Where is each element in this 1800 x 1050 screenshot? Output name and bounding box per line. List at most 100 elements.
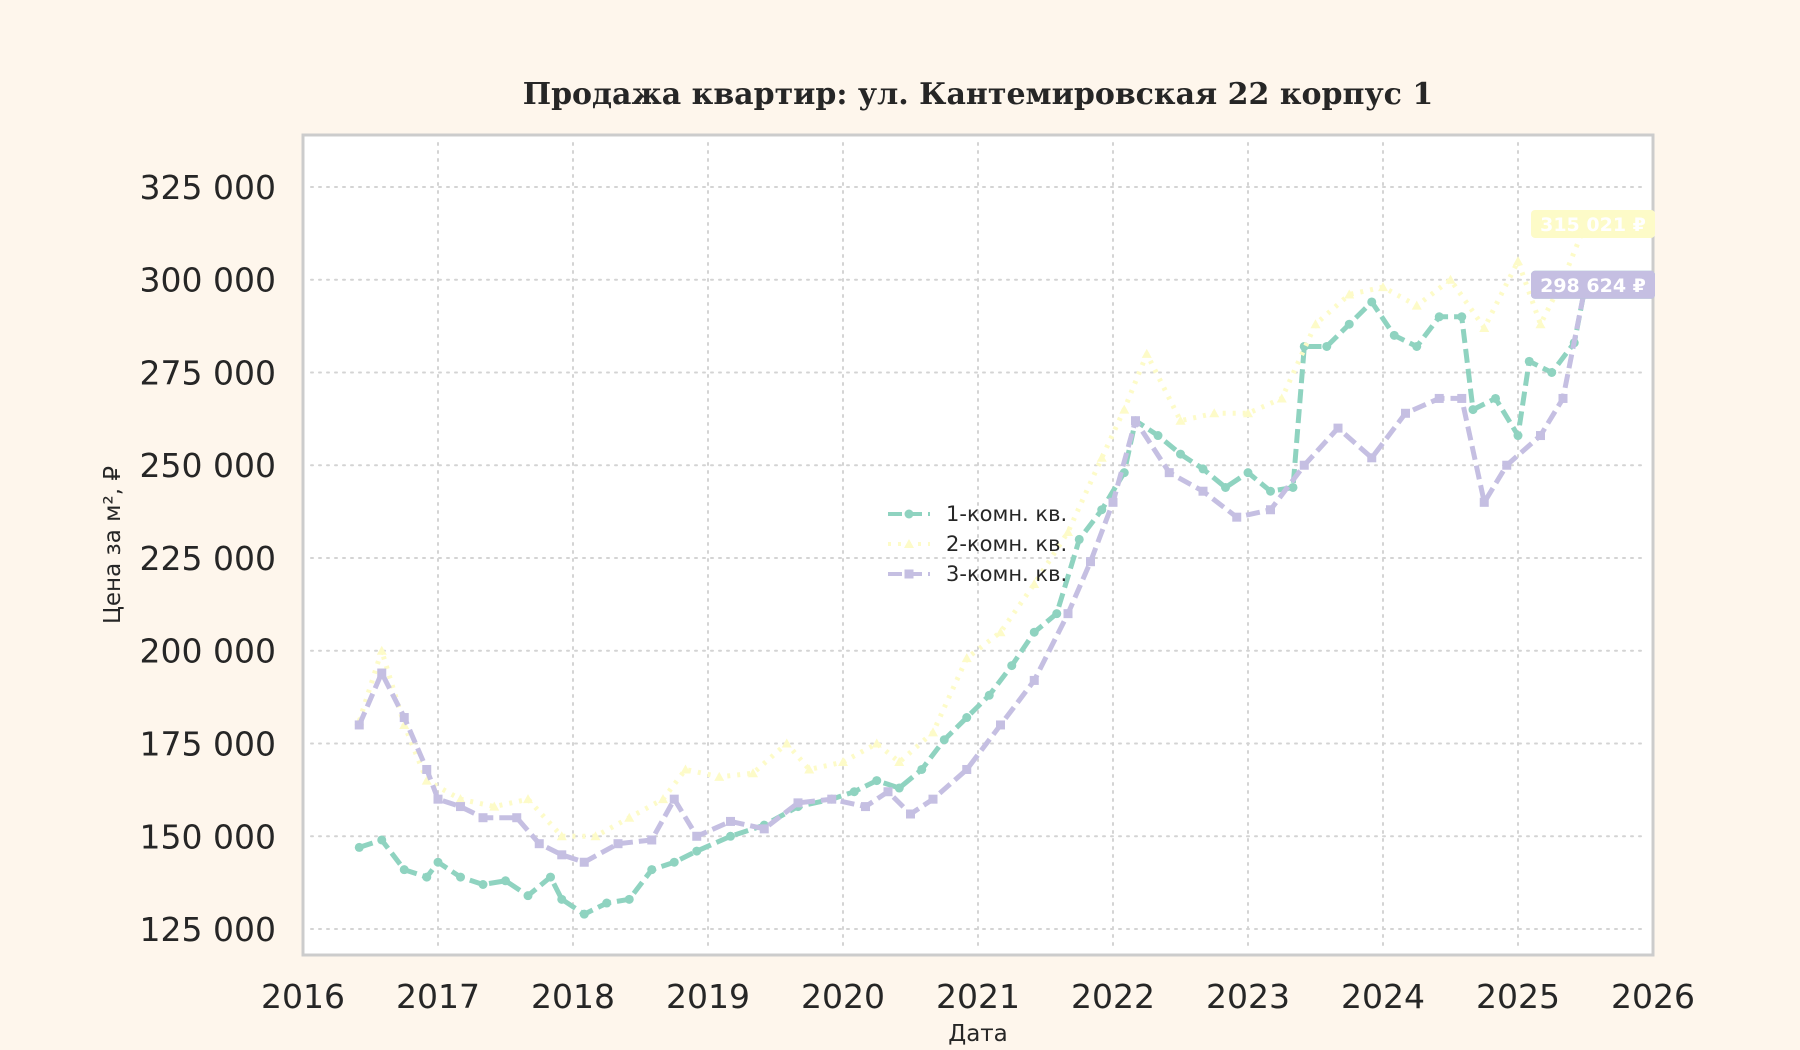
data-point [1175, 415, 1186, 425]
data-point [658, 794, 668, 804]
data-point [1558, 393, 1568, 403]
x-tick-label: 2017 [396, 977, 480, 1016]
data-point [1524, 356, 1534, 366]
chart-title: Продажа квартир: ул. Кантемировская 22 к… [523, 77, 1434, 112]
data-point [872, 776, 882, 786]
data-point [1434, 393, 1444, 403]
data-point [1367, 297, 1377, 307]
data-point [996, 720, 1005, 730]
x-tick-label: 2016 [261, 977, 345, 1016]
y-tick-label: 275 000 [140, 353, 276, 392]
data-point [478, 880, 488, 890]
data-point [928, 794, 938, 804]
legend-marker [904, 569, 914, 579]
data-point [1411, 300, 1422, 310]
data-point [726, 816, 735, 826]
data-point [1052, 609, 1062, 619]
data-point [647, 835, 657, 845]
data-point [669, 857, 679, 867]
data-point [1276, 393, 1287, 403]
y-tick-label: 300 000 [140, 261, 276, 300]
data-point [1131, 416, 1140, 426]
data-point [557, 850, 567, 860]
badge-label: 315 021 ₽ [1540, 214, 1646, 236]
x-tick-label: 2020 [801, 977, 885, 1016]
data-point [1266, 505, 1275, 515]
grid [310, 142, 1646, 948]
data-point [726, 831, 735, 841]
x-tick-label: 2018 [531, 977, 615, 1016]
data-point [692, 831, 702, 841]
data-point [455, 794, 466, 804]
data-point [1445, 274, 1456, 284]
data-point [1513, 431, 1523, 441]
data-point [1209, 408, 1220, 418]
x-axis-ticks: 2016 2017 2018 2019 2020 2021 2022 2023 2024 2025… [261, 977, 1695, 1016]
y-axis-ticks: 125 000 150 000 175 000 200 000 225 000 250 0… [140, 168, 276, 949]
x-axis-label: Дата [948, 1021, 1008, 1047]
y-tick-label: 125 000 [140, 910, 276, 949]
data-point [883, 787, 893, 797]
data-point [1479, 497, 1489, 507]
data-point [928, 727, 938, 737]
data-point [1322, 341, 1332, 351]
data-point [433, 794, 443, 804]
data-point [1029, 627, 1039, 637]
data-point [692, 846, 702, 856]
last-value-badge: 315 021 ₽ [1531, 209, 1655, 238]
data-point [1288, 482, 1298, 492]
data-point [1029, 675, 1039, 685]
x-tick-label: 2025 [1476, 977, 1560, 1016]
data-point [1086, 557, 1095, 567]
data-point [1479, 322, 1490, 332]
data-point [1198, 486, 1208, 496]
data-point [1457, 312, 1467, 322]
data-point [748, 768, 758, 778]
data-point [1401, 408, 1410, 418]
data-point [478, 813, 488, 823]
data-point [1344, 319, 1354, 329]
data-point [894, 757, 905, 767]
badge-background [1531, 270, 1655, 299]
data-point [456, 872, 465, 882]
badge-label: 298 624 ₽ [1540, 275, 1646, 297]
data-point [422, 764, 432, 774]
x-tick-label: 2023 [1206, 977, 1290, 1016]
legend: 1-комн. кв. 2-комн. кв. 3-комн. кв. [888, 502, 1067, 586]
x-tick-label: 2024 [1341, 977, 1425, 1016]
y-tick-label: 150 000 [140, 817, 276, 856]
data-point [1119, 404, 1130, 414]
data-point [354, 842, 364, 852]
y-tick-label: 175 000 [140, 725, 276, 764]
data-point [377, 668, 387, 678]
x-tick-label: 2021 [936, 977, 1020, 1016]
data-point [501, 876, 510, 886]
data-point [1367, 453, 1377, 463]
data-point [1096, 452, 1107, 462]
data-point [759, 824, 769, 834]
data-point [714, 771, 725, 781]
data-point [861, 802, 870, 812]
data-point [1468, 405, 1478, 415]
data-point [1221, 482, 1230, 492]
data-point [613, 839, 623, 849]
data-point [917, 764, 927, 774]
data-point [546, 872, 555, 882]
data-point [1141, 348, 1152, 358]
data-point [590, 831, 601, 841]
legend-marker [904, 509, 914, 519]
data-point [1513, 256, 1523, 266]
data-point [512, 813, 522, 823]
data-point [871, 738, 882, 748]
data-point [1266, 486, 1275, 496]
data-point [1198, 464, 1208, 474]
y-tick-label: 250 000 [140, 446, 276, 485]
data-point [354, 720, 364, 730]
data-point [781, 738, 792, 748]
data-point [1063, 527, 1073, 537]
data-point [849, 787, 859, 797]
data-point [1063, 609, 1073, 619]
data-point [1074, 534, 1084, 544]
data-point [939, 735, 949, 745]
